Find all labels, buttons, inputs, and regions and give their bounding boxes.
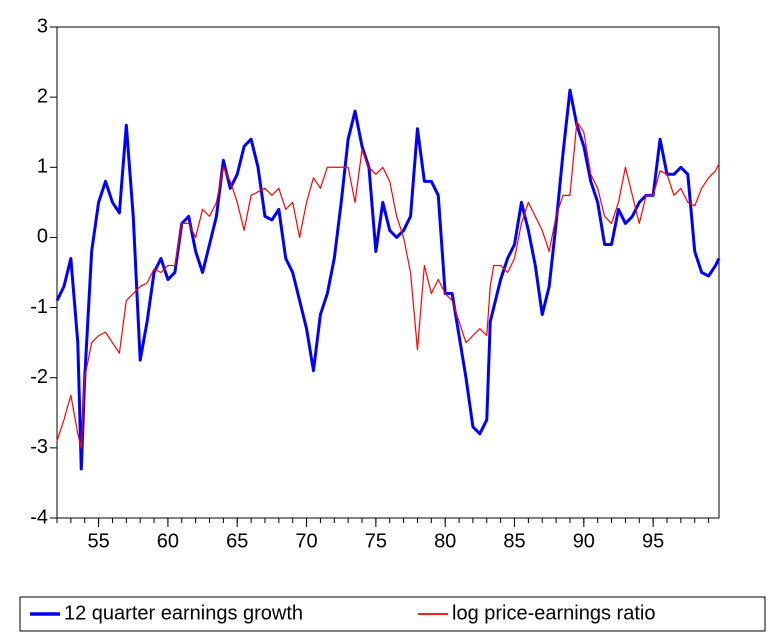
x-tick-label: 70	[295, 530, 317, 552]
legend-box	[19, 596, 766, 632]
y-tick-label: 1	[37, 156, 48, 178]
line-series	[56, 121, 720, 449]
x-tick-label: 55	[87, 530, 109, 552]
y-tick-label: -2	[30, 366, 48, 388]
y-tick-label: -4	[30, 506, 48, 528]
legend-label: 12 quarter earnings growth	[64, 602, 303, 624]
y-tick-label: 0	[37, 226, 48, 248]
x-tick-label: 90	[573, 530, 595, 552]
x-tick-label: 75	[365, 530, 387, 552]
legend-label: log price-earnings ratio	[452, 602, 655, 624]
line-series	[55, 88, 721, 471]
x-tick-label: 65	[226, 530, 248, 552]
y-tick-label: -3	[30, 436, 48, 458]
x-tick-label: 85	[503, 530, 525, 552]
x-tick-label: 80	[434, 530, 456, 552]
x-tick-label: 60	[157, 530, 179, 552]
y-tick-label: 2	[37, 85, 48, 107]
y-tick-label: 3	[37, 15, 48, 37]
x-tick-label: 95	[642, 530, 664, 552]
y-tick-label: -1	[30, 296, 48, 318]
plot-frame	[56, 26, 720, 519]
